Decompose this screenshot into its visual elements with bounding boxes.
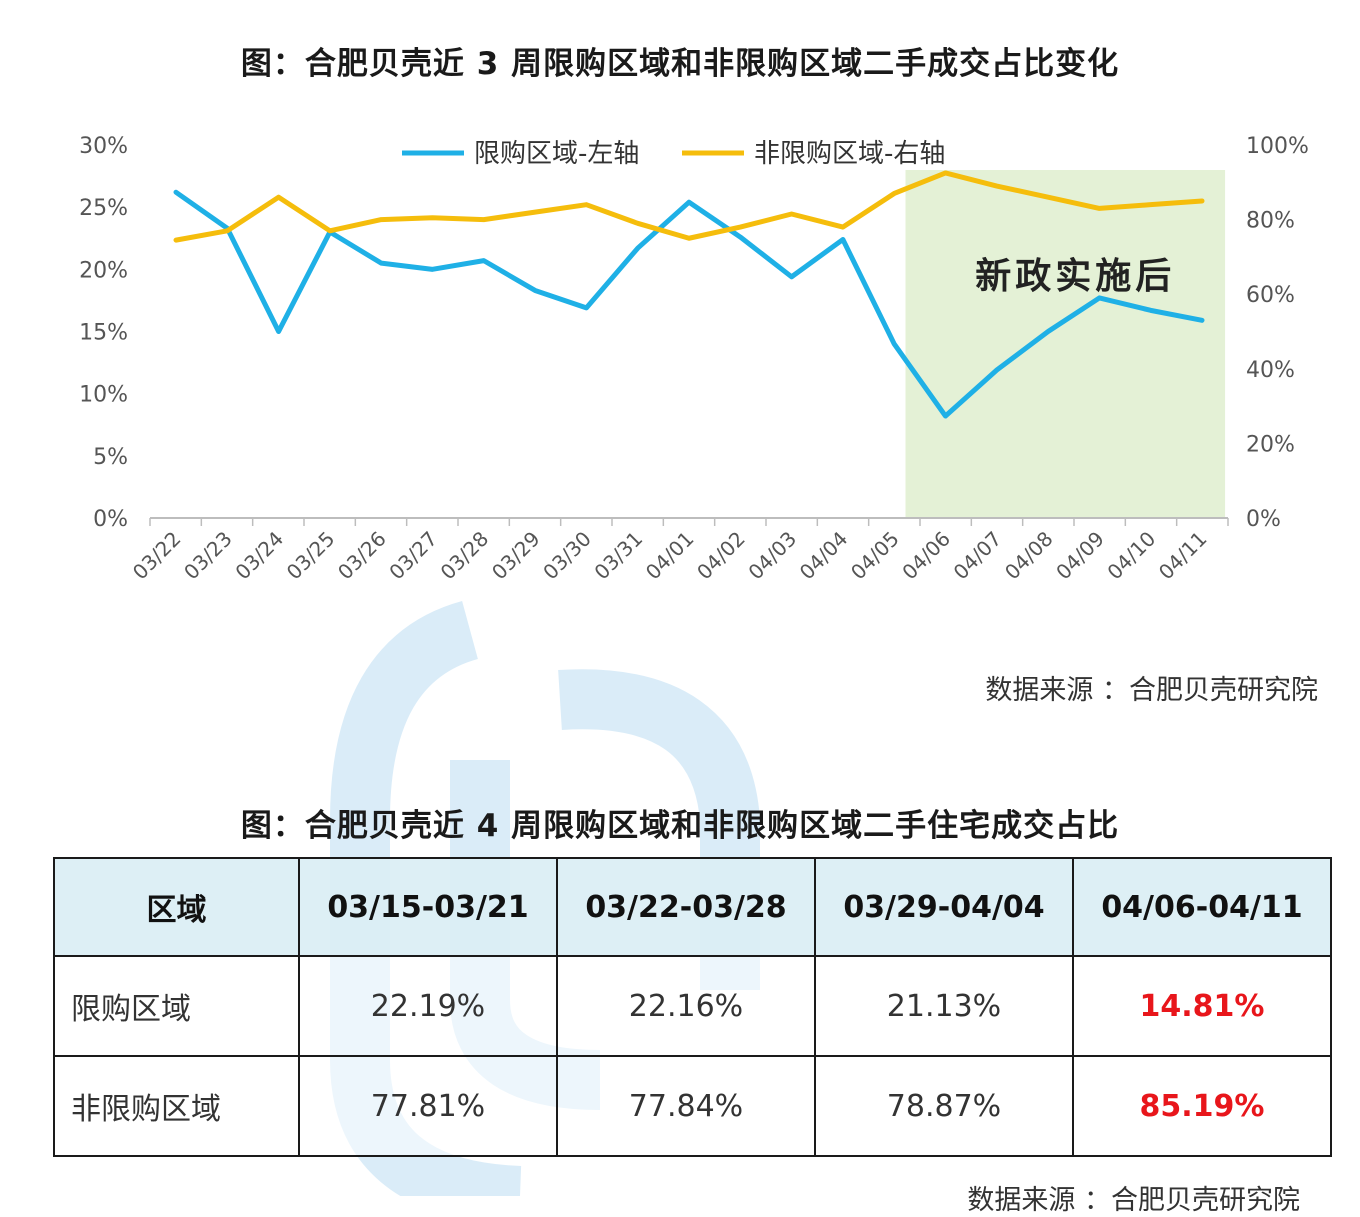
y-left-tick-label: 15%: [79, 321, 128, 346]
y-left-tick-label: 25%: [79, 196, 128, 221]
cell-unrestricted-w4: 85.19%: [1072, 1055, 1332, 1157]
cell-restricted-w1: 22.19%: [298, 955, 558, 1057]
y-right-tick-label: 80%: [1246, 209, 1295, 234]
line-chart: 新政实施后 03/2203/2303/2403/2503/2603/2703/2…: [79, 134, 1309, 585]
row-label-restricted: 限购区域: [53, 955, 300, 1057]
y-left-tick-label: 5%: [93, 445, 128, 470]
series-line-1: [173, 189, 1205, 419]
x-tick-label: 03/31: [590, 527, 648, 585]
x-tick-label: 03/23: [179, 527, 237, 585]
legend-label-2: 非限购区域-右轴: [754, 139, 945, 169]
x-tick-label: 03/30: [538, 527, 596, 585]
cell-restricted-w3: 21.13%: [814, 955, 1074, 1057]
cell-restricted-w2: 22.16%: [556, 955, 816, 1057]
y-right-tick-label: 20%: [1246, 432, 1295, 457]
cell-unrestricted-w2: 77.84%: [556, 1055, 816, 1157]
x-tick-label: 04/04: [795, 527, 853, 585]
table-row: 限购区域 22.19% 22.16% 21.13% 14.81%: [53, 955, 1332, 1057]
x-tick-label: 04/07: [949, 527, 1007, 585]
x-tick-label: 03/26: [333, 527, 391, 585]
x-tick-label: 04/03: [743, 527, 801, 585]
x-tick-label: 04/02: [692, 527, 750, 585]
x-tick-label: 04/10: [1103, 527, 1161, 585]
chart-title: 图：合肥贝壳近 3 周限购区域和非限购区域二手成交占比变化: [240, 46, 1120, 82]
x-tick-label: 03/22: [128, 527, 186, 585]
x-tick-label: 04/05: [846, 527, 904, 585]
header-week-4: 04/06-04/11: [1072, 857, 1332, 957]
y-left-tick-label: 10%: [79, 383, 128, 408]
series-line-2: [173, 170, 1205, 243]
x-tick-label: 03/25: [282, 527, 340, 585]
y-left-tick-label: 20%: [79, 258, 128, 283]
x-tick-label: 03/27: [384, 527, 442, 585]
header-week-3: 03/29-04/04: [814, 857, 1074, 957]
x-tick-label: 04/06: [897, 527, 955, 585]
highlight-region: [905, 170, 1226, 518]
x-tick-label: 04/08: [1000, 527, 1058, 585]
y-left-tick-label: 30%: [79, 134, 128, 159]
header-week-1: 03/15-03/21: [298, 857, 558, 957]
highlight-label: 新政实施后: [975, 256, 1175, 297]
cell-restricted-w4: 14.81%: [1072, 955, 1332, 1057]
share-table: 区域 03/15-03/21 03/22-03/28 03/29-04/04 0…: [53, 857, 1332, 1157]
chart-source: 数据来源 ：合肥贝壳研究院: [985, 675, 1318, 706]
table-header-row: 区域 03/15-03/21 03/22-03/28 03/29-04/04 0…: [53, 857, 1332, 957]
row-label-unrestricted: 非限购区域: [53, 1055, 300, 1157]
table-row: 非限购区域 77.81% 77.84% 78.87% 85.19%: [53, 1055, 1332, 1157]
y-left-tick-label: 0%: [93, 507, 128, 532]
legend-label-1: 限购区域-左轴: [474, 139, 639, 169]
x-tick-label: 04/01: [641, 527, 699, 585]
x-tick-label: 03/28: [436, 527, 494, 585]
cell-unrestricted-w3: 78.87%: [814, 1055, 1074, 1157]
cell-unrestricted-w1: 77.81%: [298, 1055, 558, 1157]
x-tick-label: 04/11: [1154, 527, 1212, 585]
table-source: 数据来源 ：合肥贝壳研究院: [967, 1185, 1300, 1216]
x-tick-label: 03/29: [487, 527, 545, 585]
x-tick-label: 04/09: [1051, 527, 1109, 585]
y-right-tick-label: 100%: [1246, 134, 1309, 159]
y-right-tick-label: 40%: [1246, 358, 1295, 383]
header-region: 区域: [53, 857, 300, 957]
y-right-tick-label: 60%: [1246, 283, 1295, 308]
header-week-2: 03/22-03/28: [556, 857, 816, 957]
y-right-tick-label: 0%: [1246, 507, 1281, 532]
table-title: 图：合肥贝壳近 4 周限购区域和非限购区域二手住宅成交占比: [240, 808, 1120, 844]
x-tick-label: 03/24: [230, 527, 288, 585]
